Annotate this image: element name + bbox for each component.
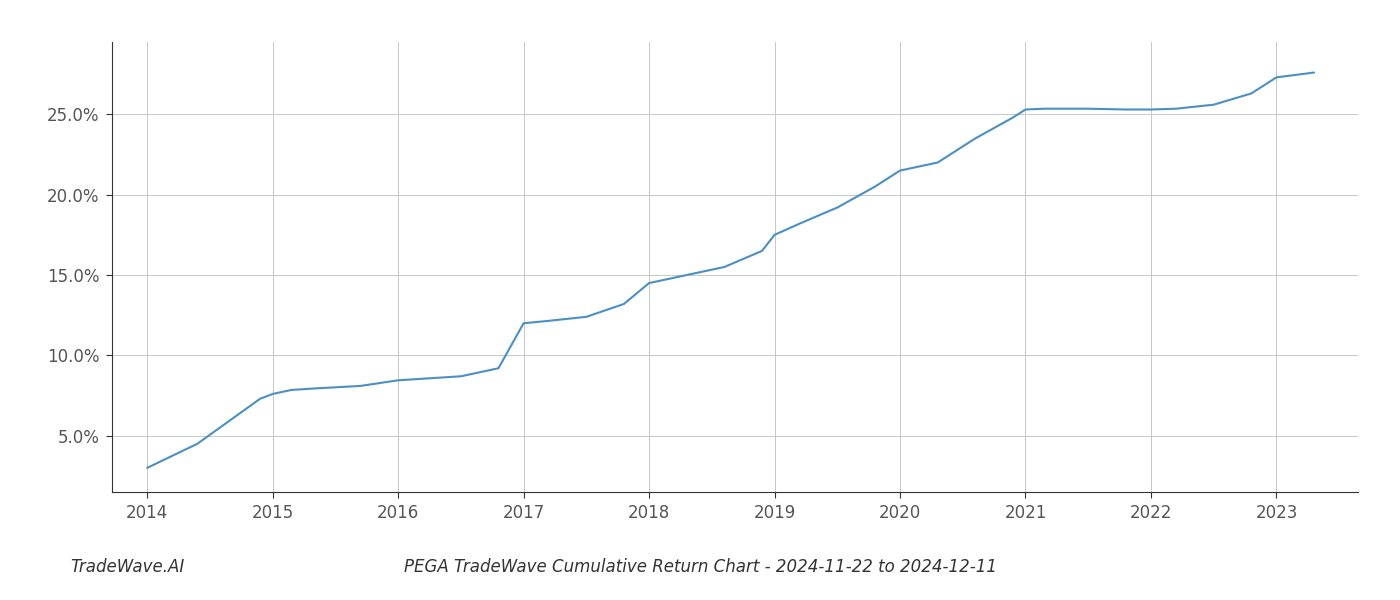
Text: TradeWave.AI: TradeWave.AI: [70, 558, 185, 576]
Text: PEGA TradeWave Cumulative Return Chart - 2024-11-22 to 2024-12-11: PEGA TradeWave Cumulative Return Chart -…: [403, 558, 997, 576]
